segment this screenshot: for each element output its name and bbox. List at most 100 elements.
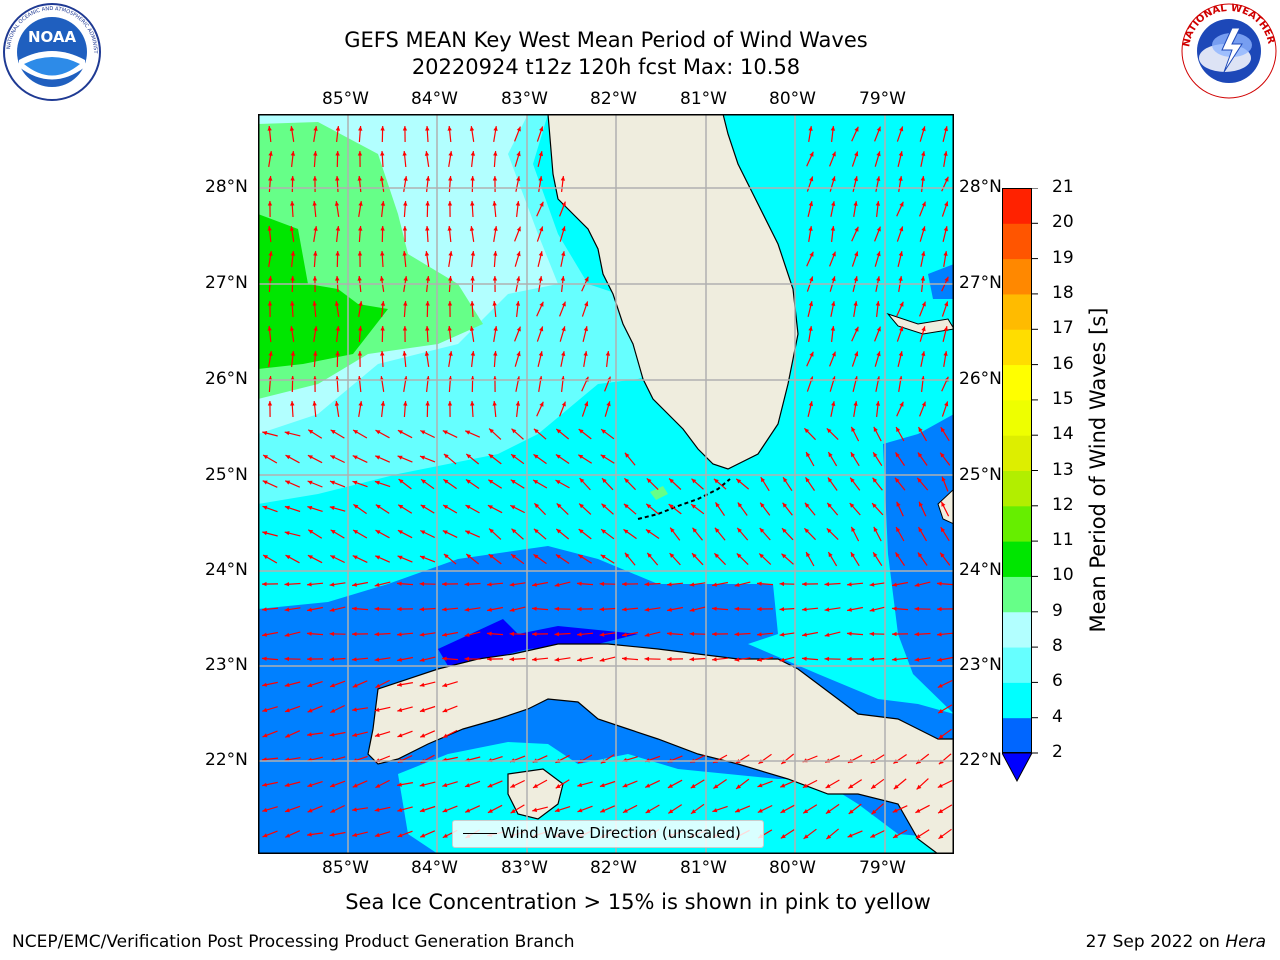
arrow-head [538, 276, 543, 281]
lon-label-top: 82°W [590, 89, 637, 109]
arrow-head [357, 176, 362, 181]
arrow-head [757, 657, 762, 662]
arrow-head [402, 326, 408, 331]
arrow-head [403, 401, 408, 406]
arrow-head [760, 502, 765, 508]
arrow-head [943, 326, 948, 332]
arrow-head [892, 631, 897, 637]
arrow-head [262, 782, 267, 787]
arrow-head [870, 833, 876, 838]
arrow-head [510, 783, 516, 788]
arrow-head [921, 351, 926, 356]
arrow-head [493, 351, 498, 356]
arrow-head [352, 783, 358, 788]
arrow-head [442, 708, 448, 713]
arrow-head [646, 503, 652, 509]
arrow-head [402, 351, 407, 356]
arrow-head [645, 529, 651, 534]
arrow-head [895, 477, 900, 483]
arrow-head [734, 606, 740, 612]
arrow-head [375, 430, 381, 435]
colorbar-tick-label: 17 [1052, 318, 1074, 339]
arrow-head [465, 430, 471, 435]
arrow-head [533, 528, 539, 534]
arrow-head [646, 478, 652, 484]
arrow-head [489, 428, 494, 434]
arrow-head [583, 351, 588, 356]
arrow-head [533, 554, 539, 559]
arrow-head [824, 632, 830, 637]
arrow-head [600, 454, 606, 459]
arrow-head [313, 326, 318, 331]
florida-keys [637, 478, 731, 520]
arrow-head [402, 126, 408, 131]
arrow-head [425, 326, 430, 331]
arrow-head [622, 581, 627, 587]
arrow-head [806, 452, 811, 457]
arrow-head [944, 201, 949, 207]
arrow-head [869, 607, 875, 612]
arrow-head [352, 480, 358, 485]
arrow-head [330, 708, 336, 713]
arrow-head [872, 477, 878, 483]
arrow-head [448, 276, 453, 281]
colorbar-tick-label: 2 [1052, 742, 1063, 762]
arrow-head [895, 552, 900, 558]
arrow-head [583, 326, 588, 332]
arrow-head [379, 176, 385, 181]
arrow-head [330, 529, 336, 535]
arrow-head [397, 555, 403, 560]
arrow-head [357, 251, 363, 256]
arrow-head [759, 528, 765, 533]
arrow-head [330, 455, 336, 460]
colorbar-tick-label: 12 [1052, 494, 1074, 515]
arrow-head [809, 351, 814, 357]
lon-label-top: 83°W [501, 89, 548, 109]
arrow-head [487, 783, 493, 788]
arrow-head [690, 783, 696, 789]
arrow-head [757, 606, 762, 612]
arrow-head [554, 657, 560, 662]
arrow-head [539, 301, 544, 307]
arrow-head [712, 606, 717, 611]
arrow-head [374, 582, 380, 587]
arrow-head [402, 151, 407, 156]
arrow-head [403, 176, 408, 181]
arrow-head [602, 478, 607, 483]
arrow-head [668, 809, 674, 814]
arrow-head [737, 527, 742, 533]
arrow-head [622, 808, 628, 813]
arrow-head [420, 555, 425, 560]
arrow-head [470, 151, 476, 156]
arrow-head [917, 452, 923, 458]
arrow-head [689, 631, 695, 637]
arrow-head [285, 555, 291, 560]
arrow-head [262, 682, 267, 687]
arrow-head [826, 428, 832, 434]
arrow-head [492, 201, 497, 206]
arrow-head [335, 226, 341, 231]
arrow-head [313, 151, 318, 156]
arrow-head [831, 176, 836, 182]
lat-label-right: 25°N [959, 465, 1002, 485]
arrow-head [808, 301, 813, 307]
colorbar-tick-label: 21 [1052, 177, 1074, 197]
arrow-head [917, 552, 923, 558]
arrow-head [875, 401, 881, 406]
arrow-head [262, 656, 267, 661]
arrow-head [380, 401, 386, 406]
arrow-head [803, 834, 809, 839]
arrow-head [397, 682, 402, 687]
arrow-head [263, 555, 268, 560]
lat-label-left: 25°N [205, 465, 248, 485]
arrow-head [397, 807, 403, 812]
arrow-head [825, 809, 831, 814]
arrow-head [442, 530, 448, 535]
arrow-head [873, 426, 878, 432]
arrow-head [330, 808, 336, 813]
arrow-head [599, 607, 605, 612]
arrow-head [419, 607, 425, 612]
arrow-head [397, 782, 402, 787]
arrow-head [284, 656, 290, 662]
arrow-head [403, 301, 408, 306]
